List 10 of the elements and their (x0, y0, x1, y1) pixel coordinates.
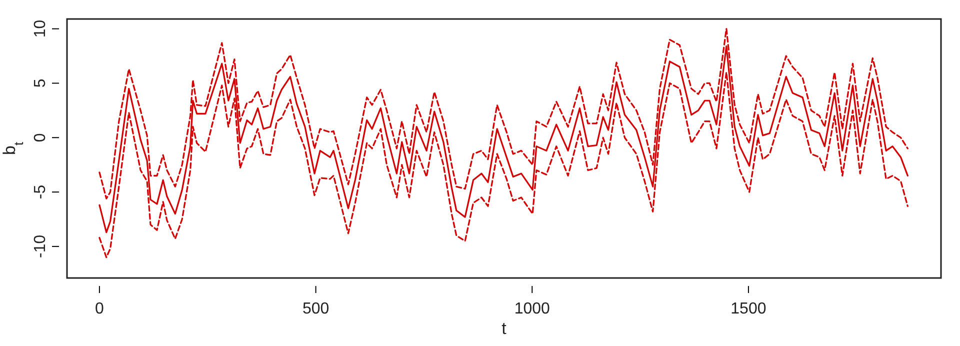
y-tick-label: -5 (32, 184, 50, 200)
y-tick-label: -10 (32, 234, 50, 258)
x-tick-label: 1000 (514, 300, 550, 318)
x-tick-label: 0 (94, 300, 104, 318)
y-tick-label: 5 (32, 78, 50, 88)
y-tick-label: 10 (32, 20, 50, 38)
y-tick-label: 0 (32, 133, 50, 142)
x-axis-title: t (502, 319, 507, 338)
x-tick-label: 1500 (730, 300, 766, 318)
x-tick-label: 500 (302, 300, 330, 318)
